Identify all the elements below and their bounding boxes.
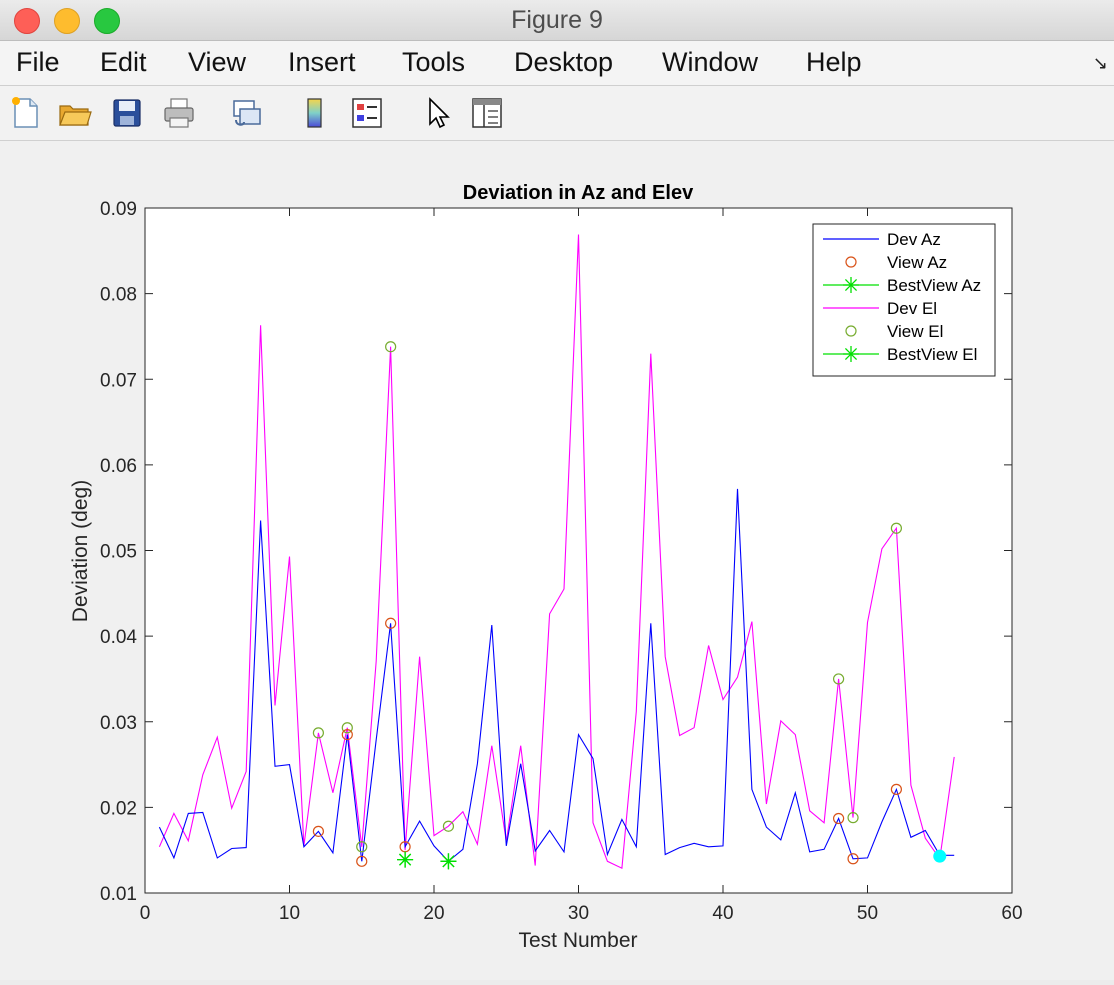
y-axis-label: Deviation (deg): [69, 480, 92, 622]
x-axis-label: Test Number: [518, 929, 637, 952]
legend-label: Dev Az: [887, 230, 941, 249]
x-tick-label: 30: [568, 903, 589, 924]
menu-bar: File Edit View Insert Tools Desktop Wind…: [0, 41, 1114, 86]
legend-asterisk-marker-d2: [844, 278, 858, 292]
pointer-icon[interactable]: [420, 96, 454, 130]
point-view-az: [385, 617, 397, 629]
point-view-el: [356, 841, 368, 853]
window-title: Figure 9: [511, 6, 603, 34]
legend-box: [812, 223, 996, 377]
legend-label: Dev El: [887, 299, 937, 318]
legend-asterisk-marker: [843, 346, 859, 362]
x-tick-label: 0: [140, 903, 151, 924]
maximize-window-button[interactable]: [94, 8, 120, 34]
point-view-az: [341, 728, 353, 741]
y-tick-label: 0.04: [100, 627, 137, 648]
window-titlebar: Figure 9: [0, 0, 1114, 41]
point-bestview-el: [397, 851, 414, 868]
print-icon[interactable]: [162, 96, 196, 130]
new-figure-icon[interactable]: [8, 96, 42, 130]
figure-canvas: Deviation in Az and Elev Test Number Dev…: [0, 141, 1114, 980]
legend[interactable]: Dev Az View Az BestView Az Dev El View El Bes…: [812, 223, 996, 377]
x-tick-label: 10: [279, 903, 300, 924]
x-tick-label: 20: [423, 903, 444, 924]
point-view-az: [890, 783, 903, 795]
save-icon[interactable]: [110, 96, 144, 130]
legend-asterisk-marker: [843, 277, 859, 293]
point-view-el: [341, 722, 353, 734]
legend-label: View El: [887, 322, 943, 341]
colorbar-icon[interactable]: [298, 96, 332, 130]
y-tick-label: 0.07: [100, 370, 137, 391]
menu-file[interactable]: File: [16, 47, 60, 77]
property-editor-icon[interactable]: [470, 96, 504, 130]
y-tick-label: 0.01: [100, 884, 137, 905]
point-view-el: [385, 341, 397, 353]
y-tick-label: 0.09: [100, 199, 137, 220]
close-window-button[interactable]: [14, 8, 40, 34]
y-tick-label: 0.05: [100, 542, 137, 563]
legend-circle-marker: [845, 256, 857, 268]
highlight-point: [933, 849, 947, 863]
menu-help[interactable]: Help: [806, 47, 862, 77]
point-bestview-el: [440, 853, 457, 870]
x-tick-label: 40: [712, 903, 733, 924]
open-file-icon[interactable]: [58, 96, 92, 130]
menu-window[interactable]: Window: [662, 47, 759, 77]
menu-view[interactable]: View: [188, 47, 247, 77]
point-view-el: [890, 522, 903, 534]
minimize-window-button[interactable]: [54, 8, 80, 34]
menu-desktop[interactable]: Desktop: [514, 47, 614, 77]
x-tick-label: 60: [1001, 903, 1022, 924]
point-view-az: [832, 812, 845, 825]
series-line-dev-el: [158, 234, 955, 870]
y-tick-label: 0.08: [100, 285, 137, 306]
point-view-el: [847, 812, 859, 824]
series-line-dev-az: [158, 488, 955, 863]
point-view-az: [847, 853, 859, 865]
point-view-az: [312, 825, 324, 837]
y-tick-label: 0.06: [100, 456, 137, 477]
point-view-el: [312, 727, 324, 739]
point-view-el: [442, 820, 455, 832]
legend-asterisk-marker-d2: [844, 347, 858, 361]
point-bestview-el-d2: [442, 855, 455, 868]
menu-insert[interactable]: Insert: [288, 47, 356, 77]
chart-title: Deviation in Az and Elev: [463, 182, 694, 204]
menu-tools[interactable]: Tools: [402, 47, 466, 77]
x-tick-label: 50: [857, 903, 878, 924]
menu-edit[interactable]: Edit: [100, 47, 147, 77]
y-tick-label: 0.03: [100, 713, 137, 734]
legend-icon[interactable]: [350, 96, 384, 130]
legend-circle-marker: [845, 325, 857, 337]
point-bestview-el-d2: [399, 853, 412, 866]
link-icon[interactable]: [230, 96, 264, 130]
figure-toolbar: [0, 86, 1114, 141]
y-tick-label: 0.02: [100, 798, 137, 819]
legend-label: BestView Az: [887, 276, 981, 295]
legend-label: View Az: [887, 253, 947, 272]
dock-arrow-icon[interactable]: ↘: [1092, 53, 1108, 73]
legend-label: BestView El: [887, 345, 977, 364]
point-view-az: [356, 855, 368, 867]
point-view-el: [832, 673, 845, 685]
chart: Deviation in Az and Elev Test Number Dev…: [69, 182, 1023, 952]
